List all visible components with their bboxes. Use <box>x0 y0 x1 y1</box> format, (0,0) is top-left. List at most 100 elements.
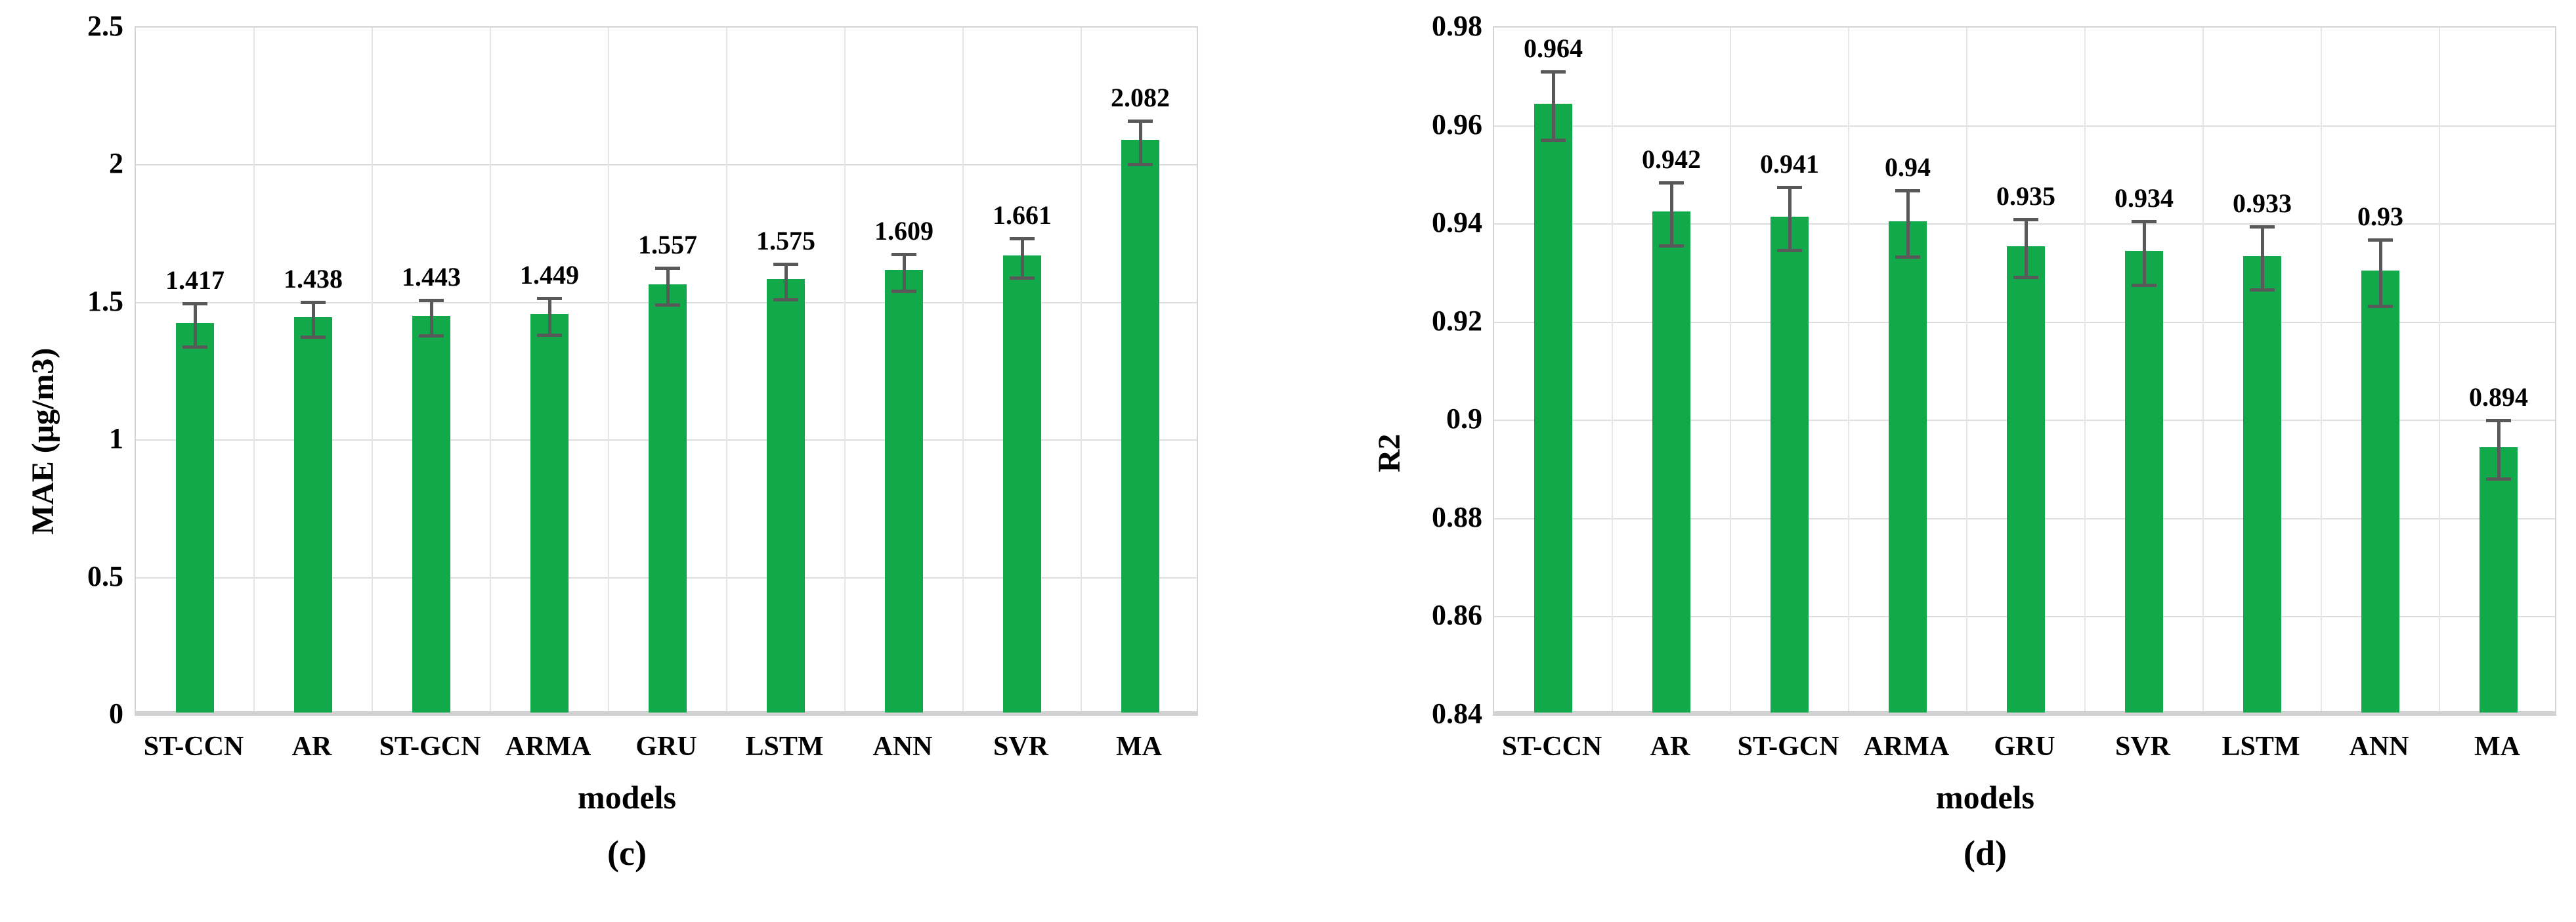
bar <box>1652 211 1690 713</box>
error-bar-cap <box>182 345 207 349</box>
error-bar-line <box>193 303 197 348</box>
value-label: 2.082 <box>1111 82 1170 112</box>
error-bar-cap <box>891 252 916 256</box>
error-bar-line <box>2378 240 2382 307</box>
bar <box>294 317 332 713</box>
y-tick-label: 0.5 <box>87 560 123 592</box>
v-gridline <box>608 28 609 713</box>
v-gridline <box>1848 28 1849 713</box>
error-bar-cap <box>1541 70 1566 74</box>
h-gridline <box>1494 125 2555 127</box>
v-gridline <box>1081 28 1082 713</box>
x-tick-label: ARMA <box>505 732 591 762</box>
error-bar-cap <box>655 303 680 307</box>
error-bar-cap <box>2486 477 2511 481</box>
x-axis-band <box>135 711 1198 716</box>
bar <box>412 315 450 713</box>
error-bar-cap <box>419 334 444 338</box>
error-bar-line <box>1138 120 1142 165</box>
v-gridline <box>962 28 964 713</box>
v-gridline <box>1612 28 1613 713</box>
bar <box>2479 447 2518 713</box>
v-gridline <box>726 28 727 713</box>
error-bar-cap <box>1777 186 1802 190</box>
error-bar-line <box>2024 219 2028 278</box>
error-bar-line <box>1669 182 1673 246</box>
x-tick-label: ST-CCN <box>143 732 244 762</box>
value-label: 0.942 <box>1642 144 1701 174</box>
x-tick-label: ST-GCN <box>379 732 481 762</box>
value-label: 0.935 <box>1996 181 2055 211</box>
error-bar-cap <box>2250 288 2275 292</box>
error-bar-line <box>1551 72 1555 141</box>
v-gridline <box>2439 28 2440 713</box>
x-tick-label: SVR <box>993 732 1049 762</box>
y-tick-label: 0.98 <box>1432 10 1482 42</box>
bar <box>530 314 569 713</box>
bar <box>885 270 923 713</box>
y-tick-label: 0.92 <box>1432 304 1482 337</box>
value-label: 1.443 <box>402 262 461 292</box>
v-gridline <box>2084 28 2086 713</box>
bar <box>2125 251 2163 713</box>
error-bar-cap <box>1659 181 1684 185</box>
chart-panel-d-r2: R2 0.964 0.942 0.941 0.94 0.935 0.934 0.933 0.9… <box>1288 0 2576 922</box>
bar <box>1003 255 1041 713</box>
error-bar-cap <box>537 296 562 300</box>
v-gridline <box>1966 28 1967 713</box>
error-bar-cap <box>1541 139 1566 142</box>
error-bar-line <box>784 264 788 300</box>
y-tick-label: 0 <box>109 697 123 730</box>
value-label: 0.934 <box>2114 183 2174 213</box>
y-tick-label: 0.9 <box>1446 403 1482 435</box>
error-bar-line <box>1020 238 1024 278</box>
bar <box>1771 216 1809 713</box>
value-label: 1.661 <box>993 200 1052 230</box>
error-bar-cap <box>655 267 680 271</box>
panel-caption: (c) <box>607 833 647 873</box>
error-bar-cap <box>2368 304 2393 308</box>
x-tick-label: ST-CCN <box>1501 732 1602 762</box>
error-bar-cap <box>1128 119 1153 123</box>
error-bar-cap <box>2132 283 2157 287</box>
error-bar-cap <box>1010 237 1035 241</box>
x-tick-label: MA <box>2474 732 2520 762</box>
error-bar-cap <box>301 335 326 339</box>
value-label: 1.417 <box>165 265 225 296</box>
error-bar-cap <box>182 302 207 306</box>
v-gridline <box>372 28 373 713</box>
error-bar-cap <box>2132 220 2157 224</box>
x-tick-label: LSTM <box>745 732 824 762</box>
value-label: 0.894 <box>2469 382 2528 412</box>
x-tick-label: GRU <box>635 732 697 762</box>
error-bar-cap <box>773 297 798 301</box>
error-bar-cap <box>301 300 326 304</box>
x-tick-label: LSTM <box>2222 732 2300 762</box>
x-axis-band <box>1493 711 2556 716</box>
y-tick-label: 2 <box>109 147 123 180</box>
error-bar-line <box>1788 187 1792 252</box>
error-bar-cap <box>1777 249 1802 253</box>
error-bar-cap <box>419 299 444 303</box>
value-label: 0.964 <box>1524 33 1583 64</box>
error-bar-cap <box>2368 238 2393 242</box>
x-axis-title: models <box>1936 779 2034 816</box>
y-tick-label: 0.84 <box>1432 697 1482 730</box>
chart-panel-c-mae: MAE (μg/m3) 1.417 1.438 1.443 1.449 1.557 1.5… <box>26 10 1198 873</box>
error-bar-cap <box>891 289 916 293</box>
v-gridline <box>2202 28 2204 713</box>
x-tick-label: MA <box>1116 732 1162 762</box>
y-tick-label: 0.94 <box>1432 206 1482 239</box>
error-bar-cap <box>1895 255 1920 259</box>
error-bar-cap <box>1010 276 1035 280</box>
y-tick-label: 0.96 <box>1432 108 1482 141</box>
error-bar-cap <box>1128 162 1153 166</box>
bar <box>2361 270 2399 713</box>
error-bar-line <box>2142 221 2146 286</box>
y-tick-label: 2.5 <box>87 10 123 42</box>
panel-caption: (d) <box>1964 833 2007 873</box>
bar <box>2007 246 2045 713</box>
x-tick-label: ANN <box>872 732 933 762</box>
error-bar-line <box>311 301 315 338</box>
